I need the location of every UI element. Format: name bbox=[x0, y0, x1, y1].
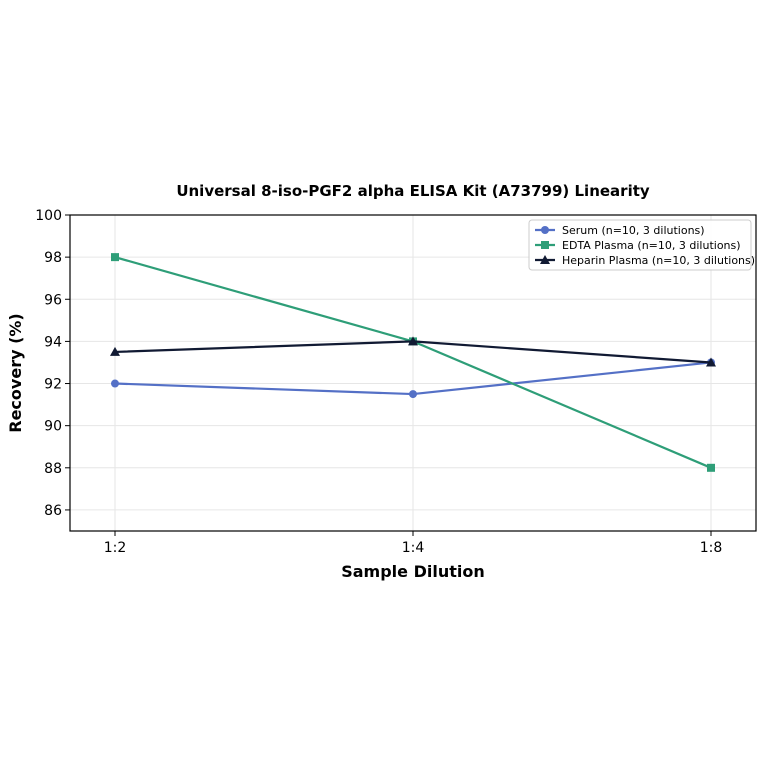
x-tick-label: 1:4 bbox=[402, 540, 425, 556]
legend-marker bbox=[540, 255, 550, 264]
y-tick-label: 94 bbox=[44, 334, 62, 350]
legend-box bbox=[528, 219, 752, 271]
x-tick-label: 1:8 bbox=[700, 540, 723, 556]
legend-label: Serum (n=10, 3 dilutions) bbox=[562, 224, 705, 237]
chart-title: Universal 8-iso-PGF2 alpha ELISA Kit (A7… bbox=[176, 182, 650, 200]
y-axis-label: Recovery (%) bbox=[6, 313, 25, 432]
y-tick-label: 96 bbox=[44, 292, 62, 308]
y-tick-label: 86 bbox=[44, 503, 62, 519]
data-point bbox=[111, 379, 119, 388]
y-tick-label: 100 bbox=[35, 208, 62, 224]
x-axis-label: Sample Dilution bbox=[341, 562, 485, 581]
legend-marker bbox=[541, 226, 549, 234]
data-point bbox=[110, 346, 120, 356]
x-tick-label: 1:2 bbox=[104, 540, 127, 556]
legend-label: EDTA Plasma (n=10, 3 dilutions) bbox=[562, 239, 741, 252]
legend-item: Serum (n=10, 3 dilutions) bbox=[535, 224, 705, 237]
y-tick-label: 98 bbox=[44, 250, 62, 266]
data-point bbox=[409, 390, 417, 399]
data-point bbox=[707, 463, 715, 472]
legend: Serum (n=10, 3 dilutions) EDTA Plasma (n=… bbox=[528, 219, 755, 271]
legend-item: Heparin Plasma (n=10, 3 dilutions) bbox=[535, 254, 755, 267]
series-layer bbox=[110, 253, 716, 472]
y-tick-label: 88 bbox=[44, 461, 62, 477]
data-point bbox=[111, 253, 119, 262]
data-point bbox=[408, 336, 418, 346]
data-point bbox=[706, 357, 716, 367]
y-tick-label: 90 bbox=[44, 419, 62, 435]
legend-label: Heparin Plasma (n=10, 3 dilutions) bbox=[562, 254, 755, 267]
y-tick-label: 92 bbox=[44, 377, 62, 393]
legend-item: EDTA Plasma (n=10, 3 dilutions) bbox=[535, 239, 741, 252]
ticks: 1:2 1:4 1:8 86 88 90 92 94 96 98 100 bbox=[35, 208, 722, 556]
legend-marker bbox=[541, 241, 549, 249]
series-group bbox=[110, 336, 716, 367]
